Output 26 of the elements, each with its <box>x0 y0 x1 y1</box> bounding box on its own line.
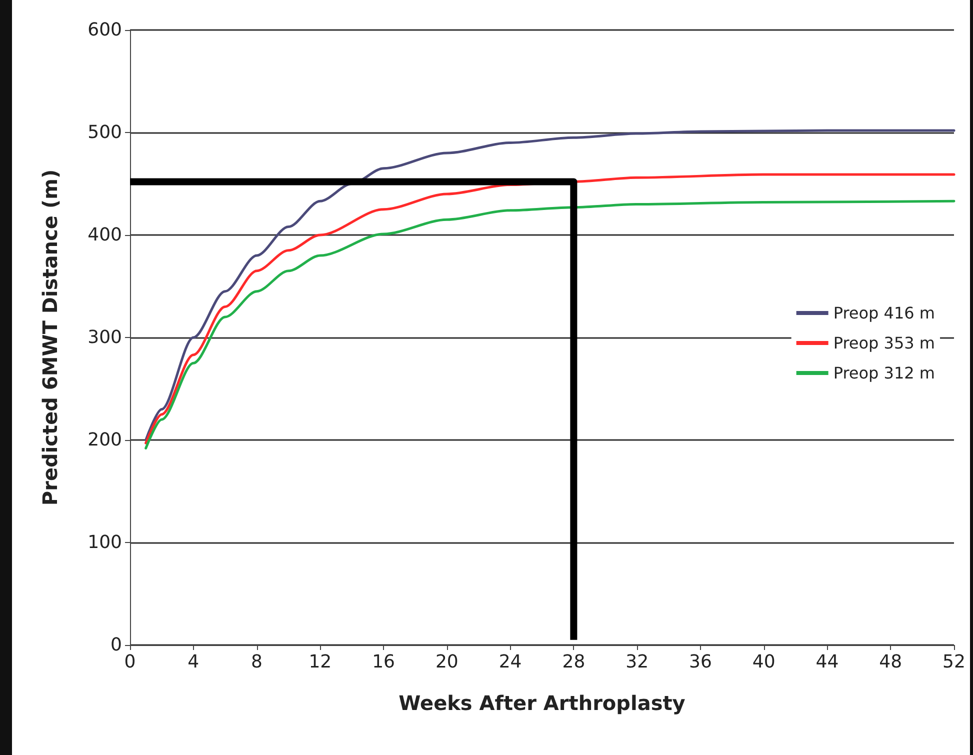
y-tick-label: 0 <box>110 634 122 656</box>
x-tick-label: 32 <box>626 652 649 672</box>
x-tick-label: 28 <box>562 652 586 672</box>
y-tick-label: 100 <box>88 532 122 553</box>
x-tick-label: 44 <box>816 652 839 672</box>
x-tick-label: 4 <box>188 652 200 672</box>
x-tick-label: 12 <box>308 652 332 672</box>
x-axis-title: Weeks After Arthroplasty <box>398 691 686 715</box>
legend-label: Preop 416 m <box>833 304 936 322</box>
x-tick-label: 48 <box>879 652 902 672</box>
y-tick-label: 500 <box>88 122 122 143</box>
x-tick-label: 52 <box>942 652 966 672</box>
x-tick-label: 16 <box>372 652 395 672</box>
x-tick-label: 20 <box>435 652 458 672</box>
legend-label: Preop 312 m <box>833 364 936 382</box>
y-tick-label: 300 <box>88 327 122 348</box>
x-tick-label: 36 <box>689 652 712 672</box>
x-tick-label: 40 <box>752 652 776 672</box>
x-tick-label: 8 <box>251 652 262 672</box>
y-tick-label: 600 <box>88 20 122 40</box>
y-axis-title: Predicted 6MWT Distance (m) <box>38 169 62 506</box>
x-tick-label: 0 <box>124 652 136 672</box>
y-tick-label: 200 <box>88 430 122 450</box>
legend-label: Preop 353 m <box>833 334 936 352</box>
x-tick-label: 24 <box>498 652 522 672</box>
y-tick-label: 400 <box>88 224 122 246</box>
